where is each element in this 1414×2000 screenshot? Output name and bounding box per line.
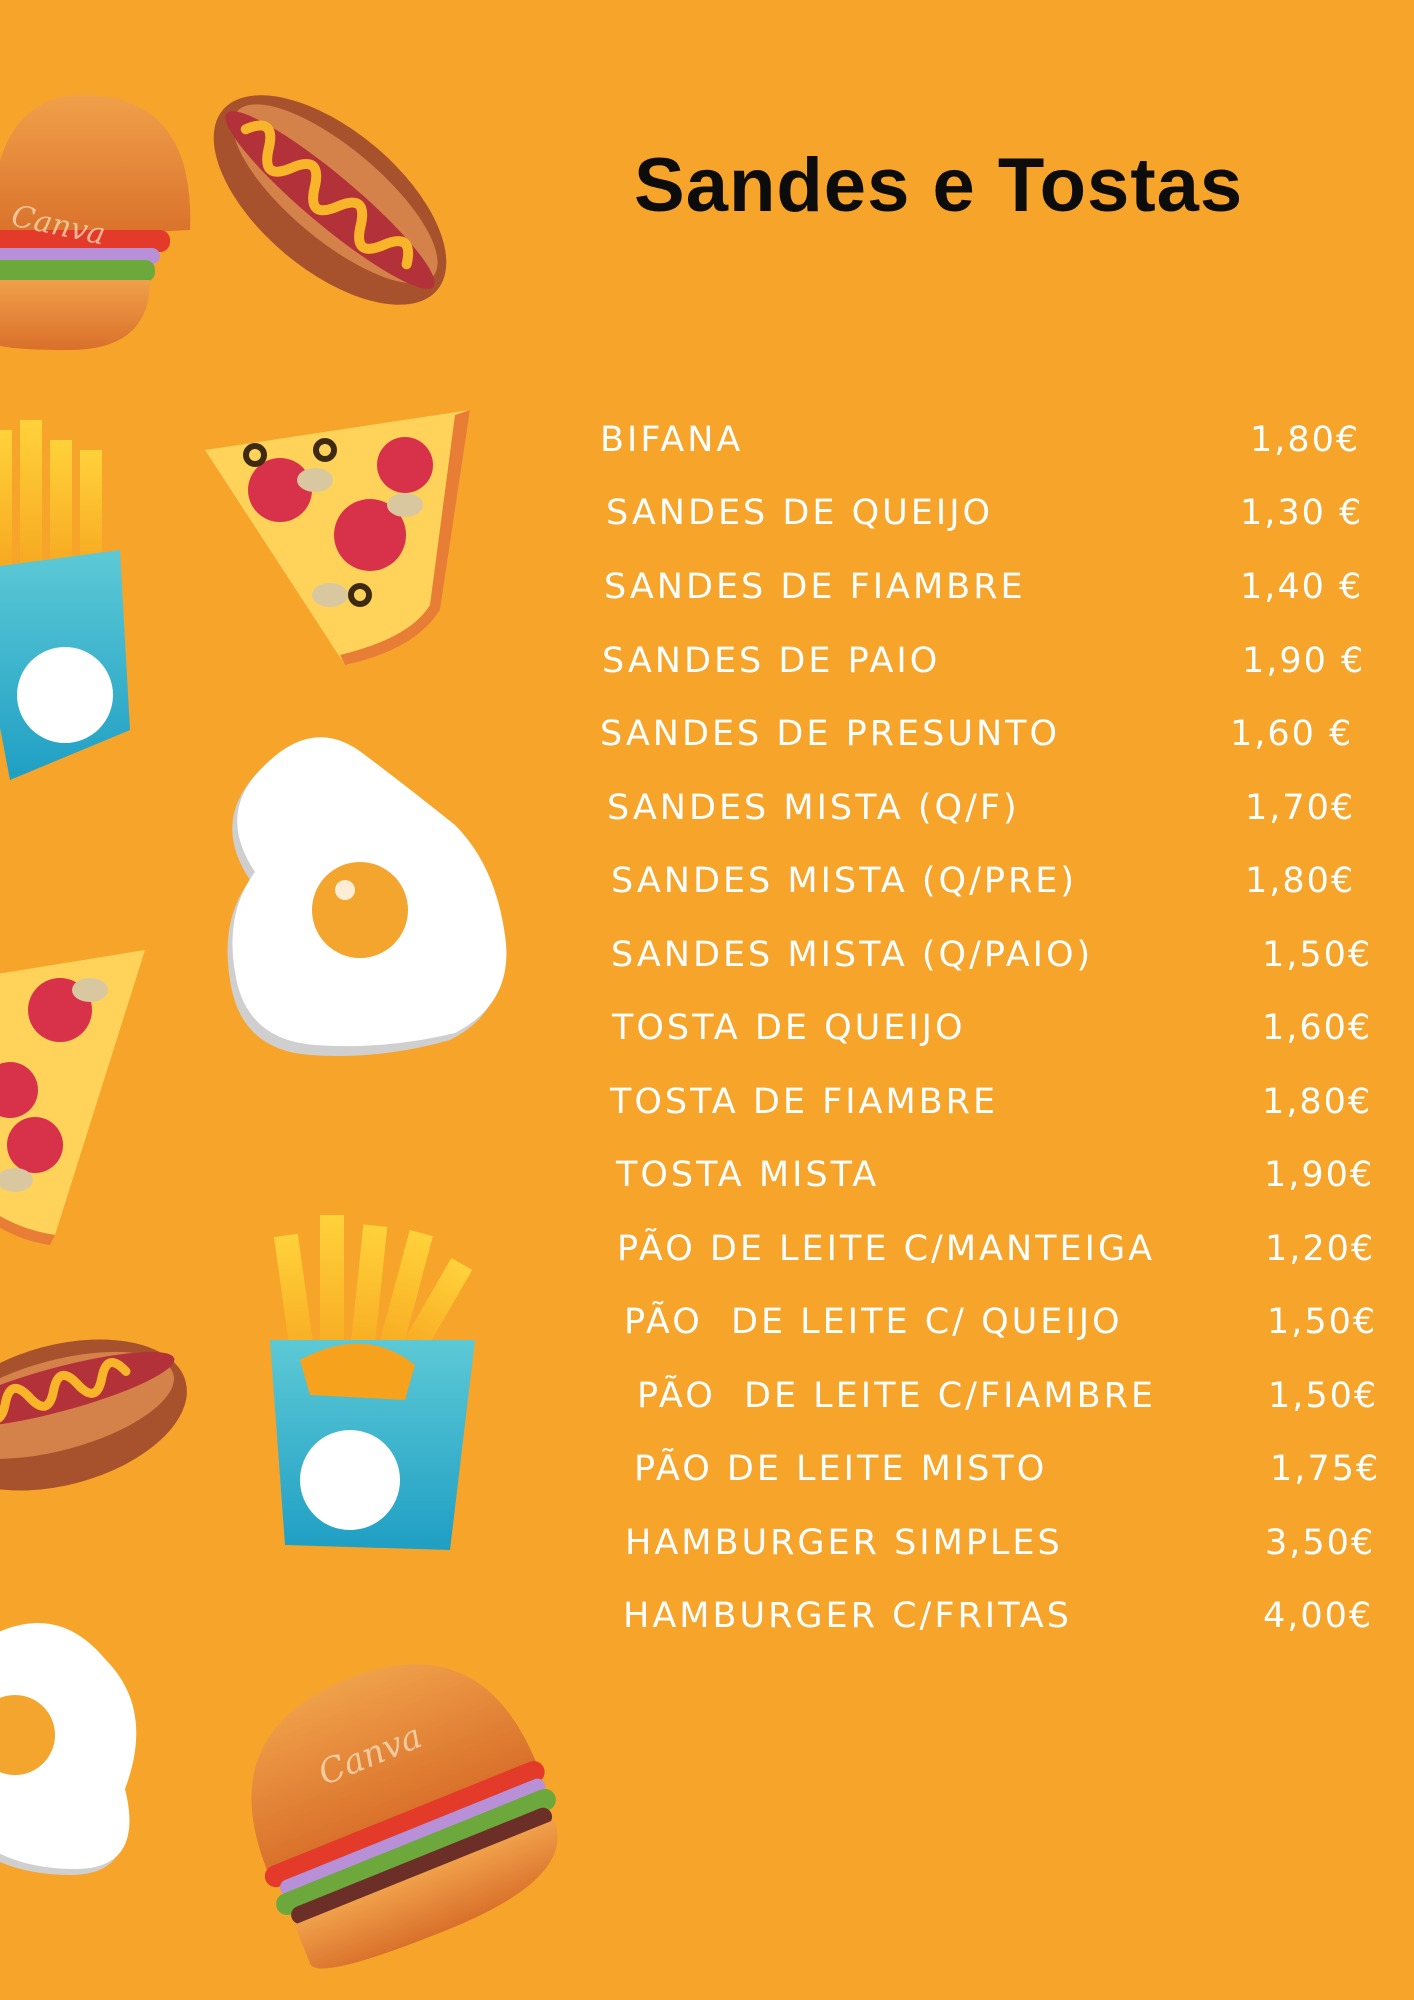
fries-icon (270, 1215, 475, 1550)
item-name: SANDES MISTA (Q/F) (607, 788, 1020, 828)
item-price: 1,40 € (1240, 567, 1364, 607)
item-name: SANDES DE PAIO (602, 641, 941, 681)
page-title: Sandes e Tostas (634, 143, 1244, 228)
item-price: 1,50€ (1262, 935, 1373, 975)
item-name: SANDES DE FIAMBRE (604, 567, 1026, 607)
item-price: 1,60 € (1230, 714, 1354, 754)
item-price: 1,80€ (1245, 861, 1356, 901)
pizza-slice-icon (205, 410, 470, 665)
item-price: 1,80€ (1262, 1082, 1373, 1122)
item-name: TOSTA DE QUEIJO (612, 1008, 966, 1048)
item-price: 3,50€ (1265, 1523, 1376, 1563)
burger-icon: Canva (251, 1664, 558, 1969)
fries-icon (0, 420, 130, 780)
item-price: 1,60€ (1262, 1008, 1373, 1048)
item-name: SANDES MISTA (Q/PRE) (611, 861, 1078, 901)
item-price: 1,20€ (1265, 1229, 1376, 1269)
fried-egg-icon (0, 1623, 137, 1875)
item-name: PÃO DE LEITE MISTO (634, 1449, 1048, 1489)
item-price: 1,50€ (1267, 1302, 1378, 1342)
item-name: PÃO DE LEITE C/MANTEIGA (617, 1229, 1156, 1269)
item-name: SANDES MISTA (Q/PAIO) (611, 935, 1094, 975)
pizza-slice-icon (0, 950, 145, 1245)
hotdog-icon (213, 95, 447, 305)
item-price: 1,90€ (1264, 1155, 1375, 1195)
item-price: 1,75€ (1270, 1449, 1381, 1489)
item-name: BIFANA (600, 420, 744, 460)
item-name: SANDES DE PRESUNTO (600, 714, 1061, 754)
fried-egg-icon (227, 737, 507, 1056)
item-name: HAMBURGER SIMPLES (625, 1523, 1063, 1563)
hotdog-icon (0, 1339, 187, 1491)
item-name: HAMBURGER C/FRITAS (623, 1596, 1072, 1636)
burger-icon: Canva (0, 94, 191, 350)
item-price: 1,90 € (1242, 641, 1366, 681)
item-name: PÃO DE LEITE C/FIAMBRE (637, 1376, 1157, 1416)
item-name: PÃO DE LEITE C/ QUEIJO (624, 1302, 1123, 1342)
item-price: 1,80€ (1250, 420, 1361, 460)
food-illustrations: Canva (0, 94, 558, 1969)
item-price: 1,70€ (1245, 788, 1356, 828)
item-name: TOSTA MISTA (616, 1155, 880, 1195)
item-name: TOSTA DE FIAMBRE (610, 1082, 999, 1122)
item-price: 1,30 € (1240, 493, 1364, 533)
item-price: 1,50€ (1268, 1376, 1379, 1416)
item-name: SANDES DE QUEIJO (606, 493, 994, 533)
item-price: 4,00€ (1263, 1596, 1374, 1636)
